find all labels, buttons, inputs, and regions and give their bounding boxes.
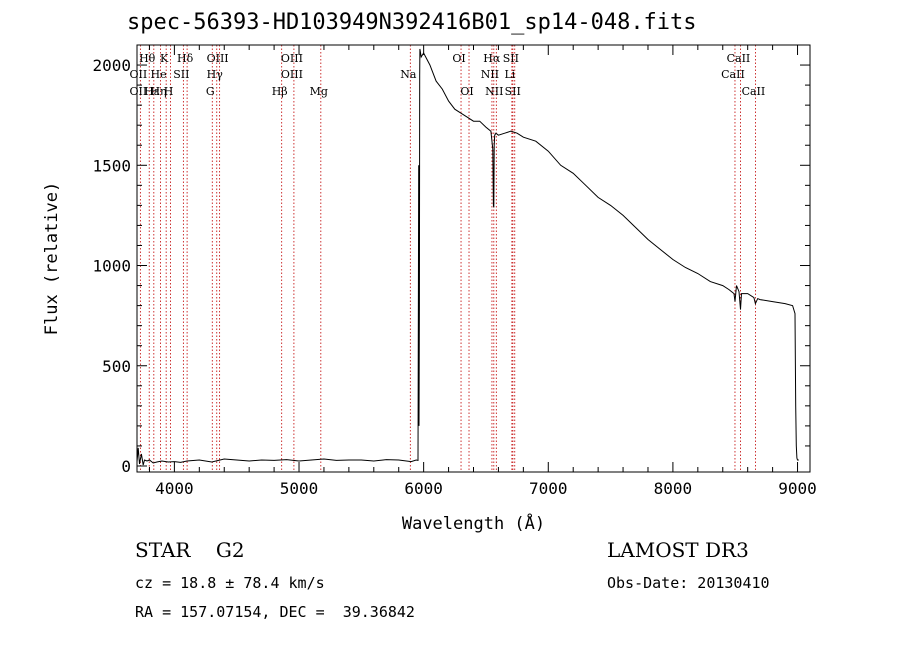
marker-label: OII xyxy=(130,85,148,98)
marker-label: Hγ xyxy=(207,68,224,81)
x-tick-label: 8000 xyxy=(654,479,693,498)
x-tick-label: 4000 xyxy=(155,479,194,498)
y-axis: 0 500 1000 1500 2000 xyxy=(92,44,810,476)
y-tick-label: 500 xyxy=(102,357,131,376)
object-class: STAR G2 xyxy=(135,538,245,562)
marker-label: OIII xyxy=(207,52,229,65)
marker-label: He xyxy=(151,68,167,81)
survey-name: LAMOST DR3 xyxy=(607,538,749,562)
marker-label: Hδ xyxy=(177,52,194,65)
marker-label: Hθ xyxy=(139,52,156,65)
marker-label: Li xyxy=(504,68,515,81)
marker-label: Hα xyxy=(483,52,501,65)
y-axis-label: Flux (relative) xyxy=(42,182,62,336)
y-tick-label: 1000 xyxy=(92,257,131,276)
marker-label: K xyxy=(160,52,169,65)
marker-label: H xyxy=(164,85,174,98)
marker-label: OIII xyxy=(281,68,303,81)
observation-date: Obs-Date: 20130410 xyxy=(607,574,770,592)
marker-label: OII xyxy=(130,68,148,81)
marker-label: SII xyxy=(505,85,521,98)
marker-label: OI xyxy=(452,52,465,65)
marker-label: CaII xyxy=(742,85,766,98)
marker-label: Mg xyxy=(310,85,328,98)
x-tick-label: 6000 xyxy=(404,479,443,498)
marker-label: SII xyxy=(173,68,189,81)
marker-label: NII xyxy=(485,85,503,98)
marker-label: OIII xyxy=(281,52,303,65)
marker-label: G xyxy=(206,85,215,98)
marker-label: Hε xyxy=(144,85,160,98)
marker-label: CaII xyxy=(721,68,745,81)
y-tick-label: 0 xyxy=(121,457,131,476)
marker-label: OI xyxy=(460,85,473,98)
marker-label: SII xyxy=(503,52,519,65)
marker-label: Hη xyxy=(150,85,166,98)
marker-label: CaII xyxy=(727,52,751,65)
y-tick-label: 2000 xyxy=(92,56,131,75)
y-tick-label: 1500 xyxy=(92,156,131,175)
marker-label: Na xyxy=(400,68,417,81)
redshift-velocity: cz = 18.8 ± 78.4 km/s xyxy=(135,574,325,592)
marker-label: Hβ xyxy=(272,85,288,98)
x-axis-label: Wavelength (Å) xyxy=(402,512,545,534)
coordinates: RA = 157.07154, DEC = 39.36842 xyxy=(135,603,415,621)
plot-frame xyxy=(136,44,811,473)
marker-label: NII xyxy=(481,68,499,81)
spectrum-line xyxy=(136,48,799,466)
x-axis: 4000 5000 6000 7000 8000 9000 xyxy=(148,45,817,498)
chart-title: spec-56393-HD103949N392416B01_sp14-048.f… xyxy=(127,10,697,35)
x-tick-label: 7000 xyxy=(529,479,568,498)
x-tick-label: 9000 xyxy=(778,479,817,498)
x-tick-label: 5000 xyxy=(280,479,319,498)
